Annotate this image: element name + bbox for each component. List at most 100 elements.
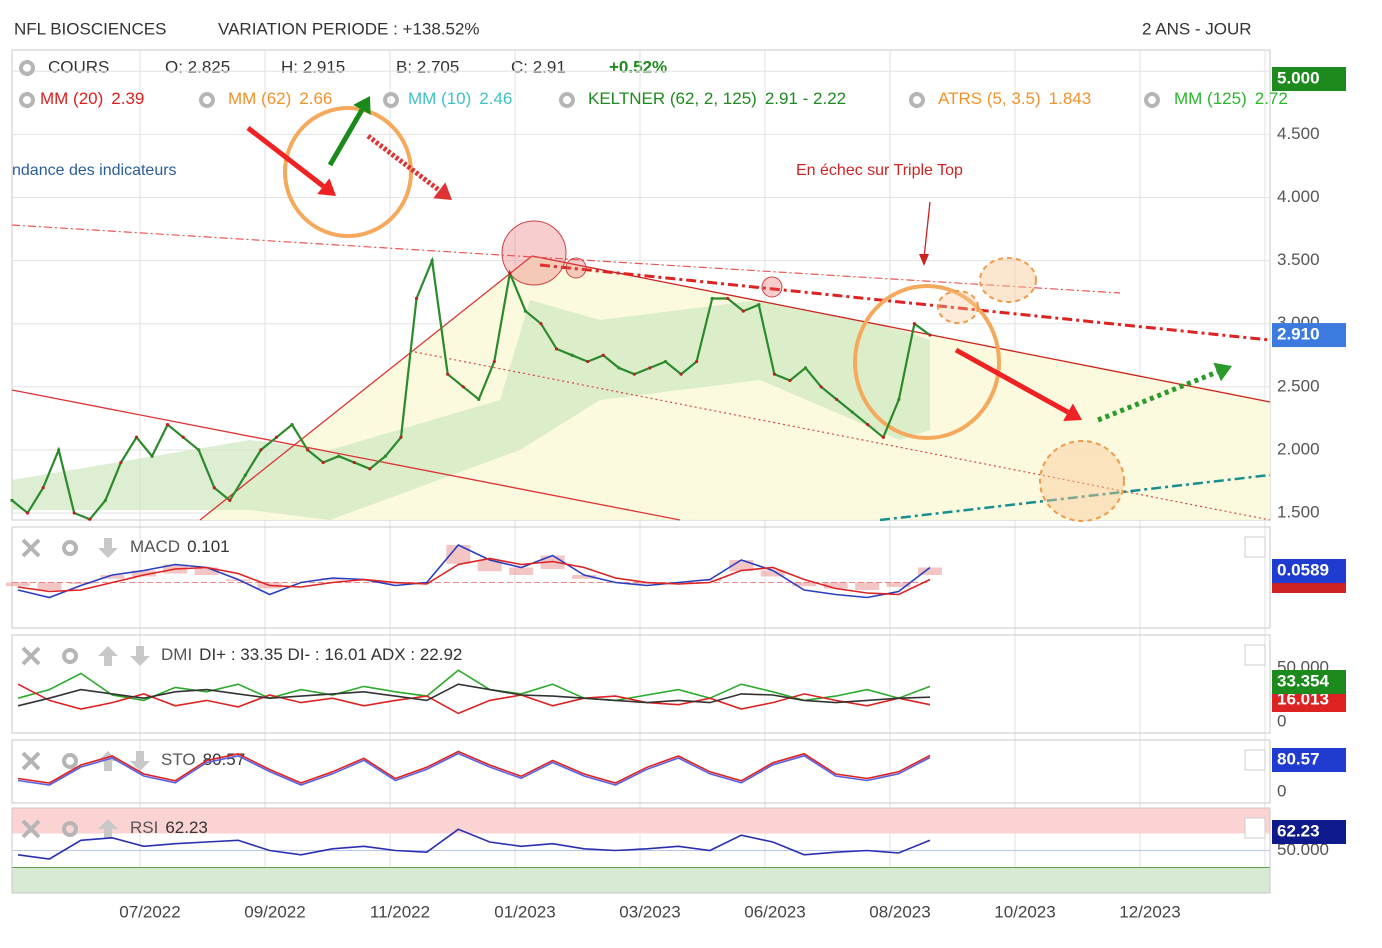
price-point xyxy=(477,397,481,402)
indicator-name: MACD xyxy=(130,537,180,556)
close-icon[interactable] xyxy=(21,819,41,839)
up-icon[interactable] xyxy=(98,646,118,666)
panel-checkbox[interactable] xyxy=(1244,644,1266,666)
rsi-oversold xyxy=(12,867,1270,893)
price-point xyxy=(430,259,434,263)
price-point xyxy=(772,372,777,376)
down-icon[interactable] xyxy=(130,751,150,771)
down-icon[interactable] xyxy=(130,646,150,666)
time-tick-label: 11/2022 xyxy=(370,902,430,921)
indicator-name: MM (10) xyxy=(408,89,471,108)
price-point xyxy=(25,511,30,515)
period[interactable]: 2 ANS - JOUR xyxy=(1142,19,1252,38)
red-arrow-head xyxy=(1063,403,1082,421)
time-tick-label: 08/2023 xyxy=(869,902,930,921)
close-icon[interactable] xyxy=(21,538,41,558)
orange-circle xyxy=(283,106,413,238)
macd-hist xyxy=(760,570,785,577)
variation: VARIATION PERIODE : +138.52% xyxy=(218,19,480,38)
price-point xyxy=(601,353,605,357)
macd-hist xyxy=(855,582,880,590)
indicator-label[interactable]: MM (20) 2.39 xyxy=(40,89,144,108)
rsi-title: RSI 62.23 xyxy=(130,818,208,837)
indicator-label[interactable]: KELTNER (62, 2, 125) 2.91 - 2.22 xyxy=(588,89,846,108)
price-point xyxy=(399,435,403,439)
panel-checkbox[interactable] xyxy=(1244,749,1266,771)
price-point xyxy=(103,498,107,502)
price-point xyxy=(165,423,170,427)
indicator-value: 2.46 xyxy=(479,89,512,108)
gear-icon[interactable] xyxy=(199,92,215,108)
red-arrow-head xyxy=(317,178,336,196)
price-point xyxy=(508,271,512,275)
indicator-value: DI+ : 33.35 DI- : 16.01 ADX : 22.92 xyxy=(199,645,462,664)
macd-hist xyxy=(918,567,942,575)
top-marker xyxy=(565,257,587,279)
indicator-value: 2.39 xyxy=(111,89,144,108)
close-icon[interactable] xyxy=(21,646,41,666)
price-point xyxy=(617,366,621,370)
indicator-value: 0.101 xyxy=(187,537,230,556)
panel-checkbox[interactable] xyxy=(1244,817,1266,839)
last-price-label: 2.910 xyxy=(1277,325,1320,344)
target-circle xyxy=(937,290,979,324)
panel-checkbox[interactable] xyxy=(1244,536,1266,558)
down-icon[interactable] xyxy=(98,538,118,558)
annotation: En échec sur Triple Top xyxy=(796,162,963,179)
macd-hist xyxy=(6,582,30,587)
price-point xyxy=(912,322,917,326)
time-tick-label: 10/2023 xyxy=(994,902,1055,921)
price-point xyxy=(337,454,341,458)
gear-icon[interactable] xyxy=(559,92,575,108)
price-point xyxy=(72,511,76,515)
gear-icon[interactable] xyxy=(62,821,78,837)
price-point xyxy=(243,473,247,477)
gear-icon[interactable] xyxy=(62,648,78,664)
price-point xyxy=(352,460,356,465)
green-arrow-head xyxy=(353,96,371,115)
gear-icon[interactable] xyxy=(62,753,78,769)
macd-hist xyxy=(729,560,754,572)
trend-line xyxy=(11,224,1121,294)
top-marker xyxy=(761,276,783,298)
price-point xyxy=(741,309,745,313)
indicator-label[interactable]: ATRS (5, 3.5) 1.843 xyxy=(938,89,1091,108)
orange-circle xyxy=(853,284,1001,440)
close-icon[interactable] xyxy=(21,751,41,771)
time-tick-label: 07/2022 xyxy=(119,902,180,921)
macd-hist xyxy=(572,575,597,579)
di-plus-last-box xyxy=(1272,670,1346,694)
indicator-label[interactable]: MM (62) 2.66 xyxy=(228,89,332,108)
gear-icon[interactable] xyxy=(909,92,925,108)
price-point xyxy=(212,486,216,490)
price-point xyxy=(523,309,528,313)
gear-icon[interactable] xyxy=(383,92,399,108)
price-point xyxy=(850,410,854,414)
gear-icon[interactable] xyxy=(62,540,78,556)
indicator-label[interactable]: MM (10) 2.46 xyxy=(408,89,512,108)
gear-icon[interactable] xyxy=(1144,92,1160,108)
macd-hist xyxy=(509,567,534,575)
gear-icon[interactable] xyxy=(19,92,35,108)
sto-last-box xyxy=(1272,748,1346,772)
green-dotted-arrow xyxy=(1097,369,1219,423)
price-point xyxy=(632,372,636,376)
price-point xyxy=(695,359,699,364)
price-point xyxy=(150,454,154,458)
dmi-panel xyxy=(11,634,1271,734)
price-point xyxy=(57,448,61,452)
target-circle xyxy=(979,257,1037,303)
macd-hist xyxy=(131,570,156,577)
gear-icon[interactable] xyxy=(19,60,35,76)
price-point xyxy=(290,423,294,427)
indicator-label[interactable]: MM (125) 2.72 xyxy=(1174,89,1288,108)
indicator-name: RSI xyxy=(130,818,158,837)
price-point xyxy=(134,435,139,439)
price-tick-label: 5.000 xyxy=(1277,68,1320,87)
price-point xyxy=(554,347,559,351)
price-point xyxy=(181,435,185,439)
up-icon[interactable] xyxy=(98,819,118,839)
quote-low: B: 2.705 xyxy=(396,57,459,76)
rsi-last-box xyxy=(1272,820,1346,844)
price-point xyxy=(492,359,496,364)
